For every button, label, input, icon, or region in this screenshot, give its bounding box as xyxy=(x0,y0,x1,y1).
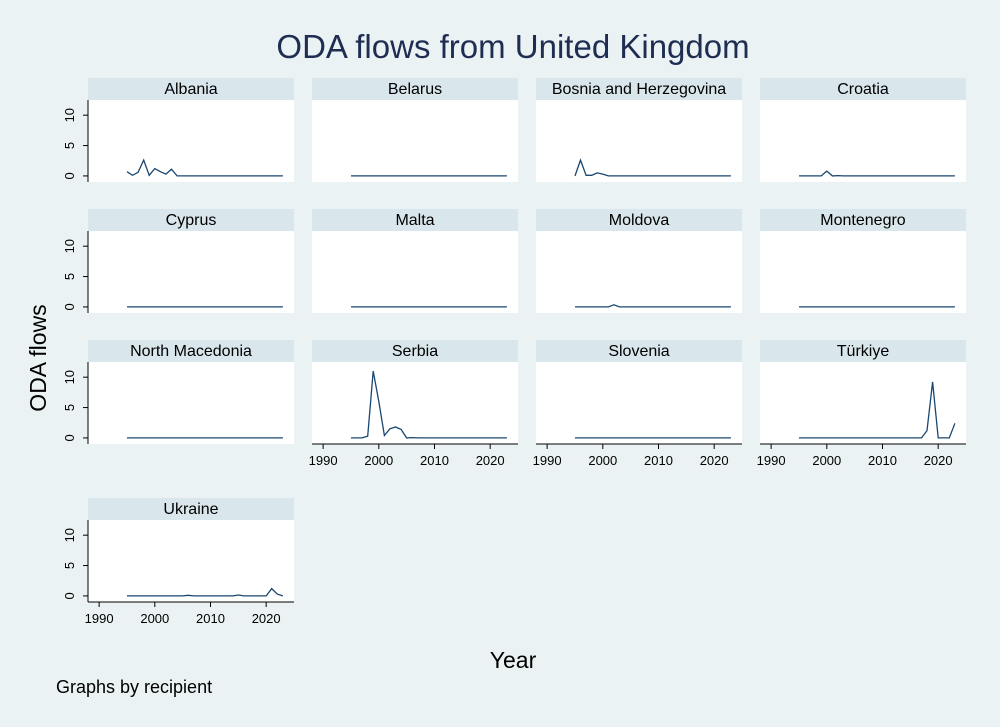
panel-north-macedonia: North Macedonia 0 5 10 xyxy=(62,340,294,444)
panel-header xyxy=(536,340,742,362)
panel-plot-area xyxy=(88,520,294,602)
x-tick-label: 2010 xyxy=(868,453,897,468)
x-tick-label: 2010 xyxy=(196,611,225,626)
panel-header xyxy=(88,209,294,231)
panel-title: Cyprus xyxy=(166,212,217,229)
panel-plot-area xyxy=(88,231,294,313)
panel-title: Serbia xyxy=(392,343,438,360)
panel-slovenia: Slovenia 1990 2000 2010 2020 xyxy=(533,340,742,468)
x-tick-label: 2010 xyxy=(420,453,449,468)
x-tick-label: 1990 xyxy=(309,453,338,468)
panel-albania: Albania 0 5 10 xyxy=(62,78,294,182)
panel-header xyxy=(312,209,518,231)
panel-malta: Malta xyxy=(312,209,518,313)
x-tick-label: 2000 xyxy=(364,453,393,468)
panel-header xyxy=(760,78,966,100)
y-tick-label: 10 xyxy=(62,108,77,122)
panel-t-rkiye: Türkiye 1990 2000 2010 2020 xyxy=(757,340,966,468)
panel-plot-area xyxy=(312,231,518,313)
panel-header xyxy=(312,340,518,362)
panel-plot-area xyxy=(312,362,518,444)
panel-header xyxy=(536,78,742,100)
series-line xyxy=(351,370,507,439)
panel-plot-area xyxy=(760,231,966,313)
panel-header xyxy=(536,209,742,231)
x-tick-label: 1990 xyxy=(757,453,786,468)
x-tick-label: 1990 xyxy=(533,453,562,468)
panel-plot-area xyxy=(536,231,742,313)
graphs-by-note: Graphs by recipient xyxy=(56,677,212,697)
y-tick-label: 5 xyxy=(62,404,77,411)
series-line xyxy=(127,587,284,597)
panel-plot-area xyxy=(88,100,294,182)
x-tick-label: 2000 xyxy=(588,453,617,468)
y-tick-label: 0 xyxy=(62,172,77,179)
y-tick-label: 0 xyxy=(62,303,77,310)
x-tick-label: 2020 xyxy=(252,611,281,626)
panel-cyprus: Cyprus 0 5 10 xyxy=(62,209,294,313)
x-axis-label: Year xyxy=(490,647,537,673)
series-line xyxy=(574,158,731,177)
panel-plot-area xyxy=(536,362,742,444)
panel-moldova: Moldova xyxy=(536,209,742,313)
panels-group: Albania 0 5 10 Belarus Bosnia and Herzegovina… xyxy=(62,78,966,626)
panel-title: Türkiye xyxy=(837,343,890,360)
x-tick-label: 2020 xyxy=(476,453,505,468)
panel-title: Malta xyxy=(395,212,434,229)
y-tick-label: 5 xyxy=(62,273,77,280)
panel-title: Ukraine xyxy=(163,501,218,518)
series-line xyxy=(575,304,731,308)
panel-title: Albania xyxy=(164,81,217,98)
panel-header xyxy=(88,498,294,520)
panel-title: Croatia xyxy=(837,81,889,98)
x-tick-label: 2020 xyxy=(700,453,729,468)
panel-croatia: Croatia xyxy=(760,78,966,182)
panel-ukraine: Ukraine 0 5 10 1990 2000 2010 2020 xyxy=(62,498,294,626)
panel-title: Montenegro xyxy=(820,212,905,229)
panel-header xyxy=(760,209,966,231)
panel-montenegro: Montenegro xyxy=(760,209,966,313)
panel-belarus: Belarus xyxy=(312,78,518,182)
y-tick-label: 0 xyxy=(62,434,77,441)
x-tick-label: 2000 xyxy=(812,453,841,468)
panel-plot-area xyxy=(88,362,294,444)
panel-title: Moldova xyxy=(609,212,670,229)
y-tick-label: 0 xyxy=(62,592,77,599)
chart-title: ODA flows from United Kingdom xyxy=(276,28,749,65)
panel-title: Slovenia xyxy=(608,343,669,360)
y-tick-label: 5 xyxy=(62,562,77,569)
series-line xyxy=(799,170,955,177)
panel-bosnia-and-herzegovina: Bosnia and Herzegovina xyxy=(536,78,742,182)
panel-title: Bosnia and Herzegovina xyxy=(552,81,726,98)
panel-title: Belarus xyxy=(388,81,442,98)
y-tick-label: 5 xyxy=(62,142,77,149)
y-tick-label: 10 xyxy=(62,239,77,253)
panel-header xyxy=(312,78,518,100)
series-line xyxy=(126,158,283,177)
panel-header xyxy=(760,340,966,362)
panel-title: North Macedonia xyxy=(130,343,252,360)
panel-plot-area xyxy=(312,100,518,182)
panel-serbia: Serbia 1990 2000 2010 2020 xyxy=(309,340,518,468)
panel-plot-area xyxy=(536,100,742,182)
panel-header xyxy=(88,340,294,362)
x-tick-label: 2020 xyxy=(924,453,953,468)
panel-plot-area xyxy=(760,362,966,444)
x-tick-label: 1990 xyxy=(85,611,114,626)
y-tick-label: 10 xyxy=(62,528,77,542)
y-tick-label: 10 xyxy=(62,370,77,384)
series-line xyxy=(799,381,956,439)
x-tick-label: 2010 xyxy=(644,453,673,468)
x-tick-label: 2000 xyxy=(140,611,169,626)
panel-header xyxy=(88,78,294,100)
panel-plot-area xyxy=(760,100,966,182)
y-axis-label: ODA flows xyxy=(25,304,51,411)
